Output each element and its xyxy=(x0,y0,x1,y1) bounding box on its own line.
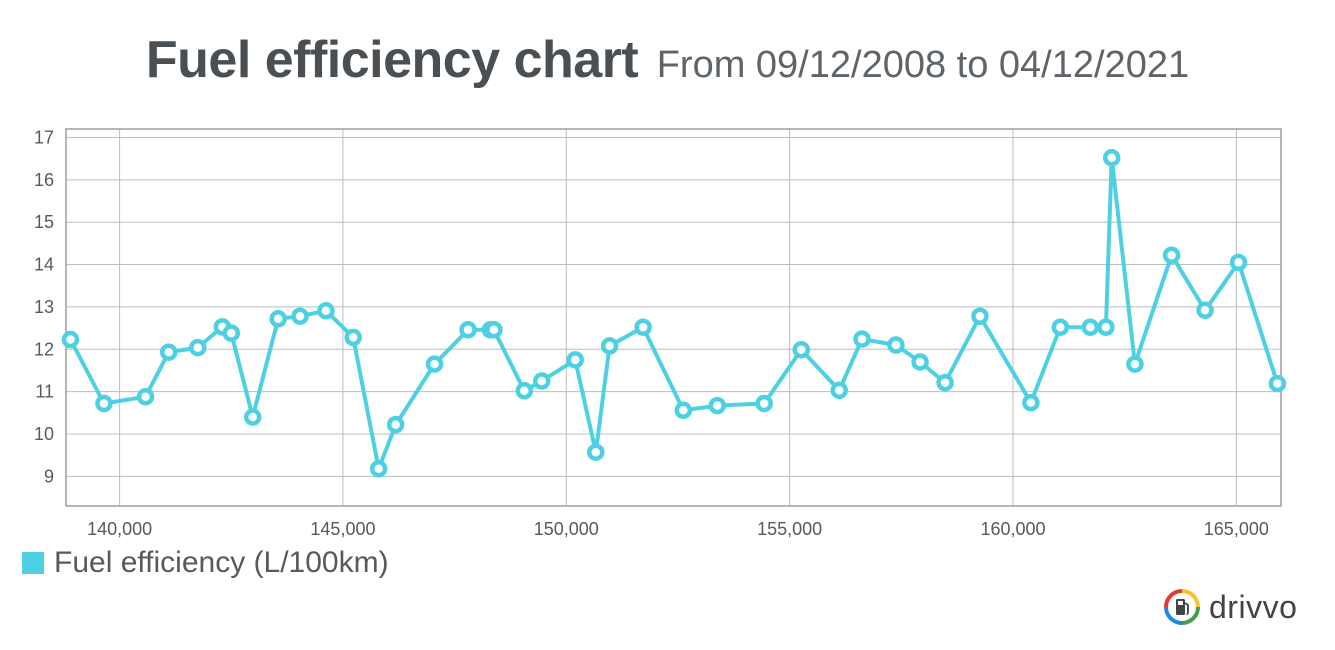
x-tick-label: 150,000 xyxy=(534,519,599,539)
data-point[interactable] xyxy=(1196,301,1214,320)
brand-logo: drivvo xyxy=(1163,588,1297,626)
data-point[interactable] xyxy=(532,372,551,390)
data-point[interactable] xyxy=(1081,318,1100,336)
x-tick-label: 165,000 xyxy=(1204,519,1269,539)
legend-swatch xyxy=(22,552,44,574)
x-tick-label: 140,000 xyxy=(87,519,152,539)
data-point[interactable] xyxy=(936,373,954,392)
data-point[interactable] xyxy=(792,340,811,359)
y-tick-label: 16 xyxy=(34,170,54,190)
data-point[interactable] xyxy=(369,459,388,478)
data-point[interactable] xyxy=(1051,318,1070,336)
data-point[interactable] xyxy=(344,328,362,347)
y-tick-label: 14 xyxy=(34,255,54,275)
chart-title: Fuel efficiency chart xyxy=(145,31,639,89)
y-axis-ticks: 9 10 11 12 13 14 15 16 17 xyxy=(34,127,54,486)
data-point[interactable] xyxy=(1102,149,1121,167)
y-tick-label: 9 xyxy=(44,466,54,486)
y-tick-label: 12 xyxy=(34,339,54,359)
x-axis-ticks: 140,000 145,000 150,000 155,000 160,000 165,0… xyxy=(87,519,1269,539)
data-point[interactable] xyxy=(853,330,871,348)
brand-name: drivvo xyxy=(1209,588,1298,625)
data-point[interactable] xyxy=(515,382,534,400)
data-point[interactable] xyxy=(1268,374,1287,393)
y-tick-label: 17 xyxy=(34,127,54,147)
x-tick-label: 145,000 xyxy=(310,519,375,539)
y-tick-label: 11 xyxy=(35,382,54,402)
data-point[interactable] xyxy=(1162,246,1181,264)
series-layer xyxy=(61,149,1287,478)
data-point[interactable] xyxy=(708,396,727,415)
grid-lines xyxy=(66,129,1281,506)
y-tick-label: 15 xyxy=(34,212,54,232)
chart-header: Fuel efficiency chart From 09/12/2008 to… xyxy=(0,30,1335,90)
data-point[interactable] xyxy=(674,401,693,420)
data-point[interactable] xyxy=(755,394,773,413)
x-tick-label: 155,000 xyxy=(757,519,822,539)
chart-subtitle: From 09/12/2008 to 04/12/2021 xyxy=(656,44,1190,86)
data-point[interactable] xyxy=(189,338,207,357)
data-point[interactable] xyxy=(1126,355,1144,373)
data-point[interactable] xyxy=(830,381,848,400)
data-point[interactable] xyxy=(425,355,444,373)
data-point[interactable] xyxy=(95,394,113,413)
legend[interactable]: Fuel efficiency (L/100km) xyxy=(22,546,389,580)
data-point[interactable] xyxy=(61,330,80,349)
data-point[interactable] xyxy=(566,351,584,369)
data-point[interactable] xyxy=(222,324,241,342)
fuel-pump-icon xyxy=(1164,589,1200,625)
plot-frame xyxy=(65,128,1282,507)
y-tick-label: 13 xyxy=(34,297,54,317)
data-point[interactable] xyxy=(269,310,287,328)
data-point[interactable] xyxy=(243,408,262,426)
x-tick-label: 160,000 xyxy=(980,519,1045,539)
y-tick-label: 10 xyxy=(34,424,54,444)
data-point[interactable] xyxy=(317,301,335,320)
data-point[interactable] xyxy=(386,415,405,434)
legend-label: Fuel efficiency (L/100km) xyxy=(54,546,389,579)
data-point[interactable] xyxy=(159,343,178,361)
data-point[interactable] xyxy=(634,318,652,336)
data-point[interactable] xyxy=(971,307,989,325)
data-point[interactable] xyxy=(600,337,619,355)
data-point[interactable] xyxy=(1097,318,1115,336)
data-point[interactable] xyxy=(485,321,503,339)
data-point[interactable] xyxy=(136,387,155,406)
data-point[interactable] xyxy=(911,353,929,371)
data-point[interactable] xyxy=(887,336,905,354)
data-point[interactable] xyxy=(291,307,309,325)
data-point[interactable] xyxy=(587,443,605,461)
data-point[interactable] xyxy=(1022,393,1040,412)
data-point[interactable] xyxy=(1229,253,1248,272)
data-point[interactable] xyxy=(459,321,477,339)
